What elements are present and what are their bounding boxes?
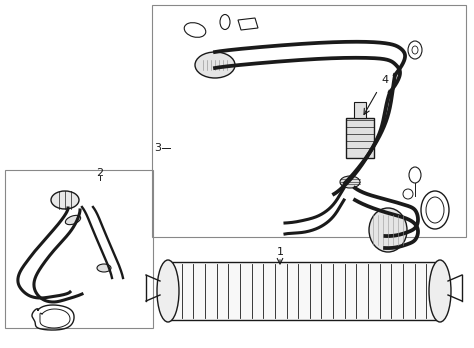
Text: 2: 2 xyxy=(96,168,103,178)
Ellipse shape xyxy=(369,208,407,252)
Bar xyxy=(346,118,374,158)
Ellipse shape xyxy=(97,264,111,272)
Bar xyxy=(5,170,153,328)
Text: 1: 1 xyxy=(276,247,283,257)
Ellipse shape xyxy=(429,260,451,322)
Ellipse shape xyxy=(51,191,79,209)
Text: 3: 3 xyxy=(155,143,162,153)
Bar xyxy=(354,102,366,118)
Bar xyxy=(168,262,440,320)
Ellipse shape xyxy=(65,215,81,225)
Ellipse shape xyxy=(195,52,235,78)
Bar xyxy=(152,5,466,237)
Ellipse shape xyxy=(157,260,179,322)
Ellipse shape xyxy=(340,176,360,188)
Text: 4: 4 xyxy=(382,75,389,85)
